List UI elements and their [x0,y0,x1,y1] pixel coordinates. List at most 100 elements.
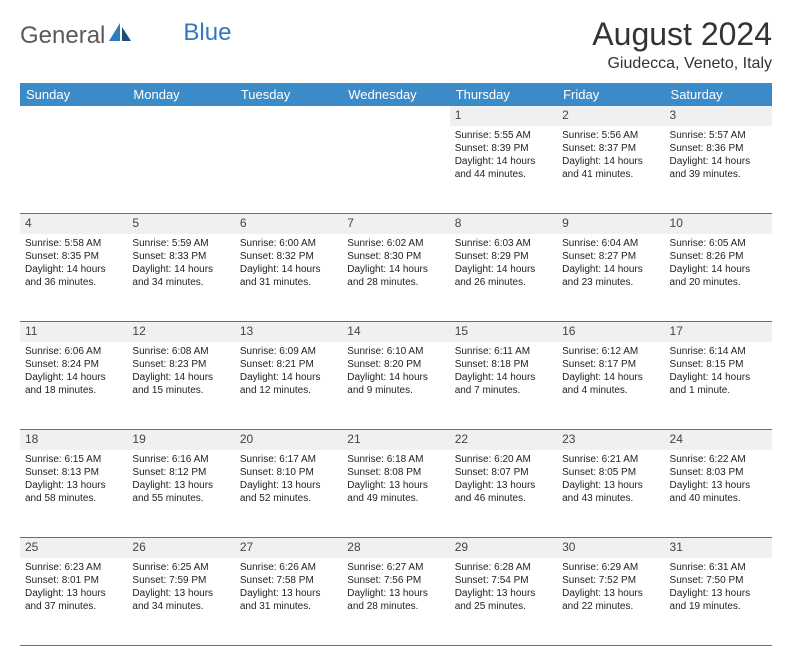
day-number-cell: 2 [557,106,664,126]
day-line: Sunset: 8:26 PM [670,250,767,263]
day-content-cell: Sunrise: 6:26 AMSunset: 7:58 PMDaylight:… [235,558,342,646]
day-line: Sunrise: 6:21 AM [562,453,659,466]
day-line: Sunrise: 6:26 AM [240,561,337,574]
day-content-cell: Sunrise: 6:03 AMSunset: 8:29 PMDaylight:… [450,234,557,322]
day-line: Sunrise: 5:55 AM [455,129,552,142]
weekday-header: Thursday [450,83,557,106]
weekday-header: Monday [127,83,234,106]
day-line: Daylight: 14 hours [562,155,659,168]
day-content-cell: Sunrise: 6:12 AMSunset: 8:17 PMDaylight:… [557,342,664,430]
day-number-cell: 8 [450,214,557,234]
day-number-cell: 21 [342,430,449,450]
day-content-row: Sunrise: 6:15 AMSunset: 8:13 PMDaylight:… [20,450,772,538]
day-line: and 46 minutes. [455,492,552,505]
day-line: Sunset: 8:12 PM [132,466,229,479]
day-line: Sunset: 8:18 PM [455,358,552,371]
day-content-cell: Sunrise: 6:14 AMSunset: 8:15 PMDaylight:… [665,342,772,430]
weekday-header: Wednesday [342,83,449,106]
day-line: Sunset: 8:13 PM [25,466,122,479]
day-number-cell: 28 [342,538,449,558]
day-number-cell: 23 [557,430,664,450]
day-line: Daylight: 14 hours [455,371,552,384]
day-number-row: 25262728293031 [20,538,772,558]
day-number-cell: 20 [235,430,342,450]
day-line: Sunset: 8:21 PM [240,358,337,371]
day-line: Sunset: 7:56 PM [347,574,444,587]
day-line: Sunrise: 6:05 AM [670,237,767,250]
day-number-cell [235,106,342,126]
day-line: Sunset: 7:54 PM [455,574,552,587]
day-line: and 49 minutes. [347,492,444,505]
day-line: and 41 minutes. [562,168,659,181]
day-line: Sunset: 8:03 PM [670,466,767,479]
day-line: Daylight: 13 hours [240,479,337,492]
day-line: Sunrise: 5:59 AM [132,237,229,250]
day-content-cell: Sunrise: 6:20 AMSunset: 8:07 PMDaylight:… [450,450,557,538]
day-content-cell: Sunrise: 5:59 AMSunset: 8:33 PMDaylight:… [127,234,234,322]
day-line: Sunrise: 6:14 AM [670,345,767,358]
day-line: Daylight: 14 hours [240,263,337,276]
calendar: SundayMondayTuesdayWednesdayThursdayFrid… [20,83,772,646]
day-content-cell [342,126,449,214]
day-line: Daylight: 14 hours [670,155,767,168]
day-line: Sunrise: 5:57 AM [670,129,767,142]
day-number-cell: 9 [557,214,664,234]
day-line: Sunrise: 6:31 AM [670,561,767,574]
day-line: Sunset: 8:36 PM [670,142,767,155]
day-line: Sunrise: 5:58 AM [25,237,122,250]
day-line: Daylight: 13 hours [25,479,122,492]
day-line: and 36 minutes. [25,276,122,289]
day-content-row: Sunrise: 6:06 AMSunset: 8:24 PMDaylight:… [20,342,772,430]
day-content-cell: Sunrise: 6:29 AMSunset: 7:52 PMDaylight:… [557,558,664,646]
day-number-cell: 4 [20,214,127,234]
day-number-cell: 25 [20,538,127,558]
day-line: Sunrise: 6:10 AM [347,345,444,358]
day-number-cell: 30 [557,538,664,558]
day-number-cell: 15 [450,322,557,342]
day-line: and 37 minutes. [25,600,122,613]
day-number-cell: 31 [665,538,772,558]
day-line: Sunset: 8:27 PM [562,250,659,263]
day-line: Daylight: 14 hours [25,371,122,384]
day-content-cell: Sunrise: 6:25 AMSunset: 7:59 PMDaylight:… [127,558,234,646]
day-line: Sunset: 8:39 PM [455,142,552,155]
day-line: Daylight: 14 hours [562,263,659,276]
day-line: Daylight: 13 hours [562,587,659,600]
day-line: and 26 minutes. [455,276,552,289]
day-number-cell: 5 [127,214,234,234]
day-line: Sunset: 8:08 PM [347,466,444,479]
day-line: Sunset: 7:59 PM [132,574,229,587]
day-content-cell: Sunrise: 5:55 AMSunset: 8:39 PMDaylight:… [450,126,557,214]
day-number-cell: 18 [20,430,127,450]
day-line: Daylight: 14 hours [347,371,444,384]
day-content-cell: Sunrise: 6:16 AMSunset: 8:12 PMDaylight:… [127,450,234,538]
day-line: Sunrise: 6:18 AM [347,453,444,466]
day-line: Sunrise: 6:11 AM [455,345,552,358]
day-number-cell: 6 [235,214,342,234]
day-line: Sunset: 8:01 PM [25,574,122,587]
day-line: Sunset: 7:50 PM [670,574,767,587]
day-content-cell: Sunrise: 6:11 AMSunset: 8:18 PMDaylight:… [450,342,557,430]
day-content-cell: Sunrise: 6:31 AMSunset: 7:50 PMDaylight:… [665,558,772,646]
day-line: and 31 minutes. [240,276,337,289]
day-line: and 4 minutes. [562,384,659,397]
day-line: and 34 minutes. [132,276,229,289]
weekday-header: Tuesday [235,83,342,106]
day-line: and 15 minutes. [132,384,229,397]
day-content-cell: Sunrise: 6:06 AMSunset: 8:24 PMDaylight:… [20,342,127,430]
day-line: Daylight: 13 hours [455,479,552,492]
day-line: and 43 minutes. [562,492,659,505]
day-line: Daylight: 13 hours [240,587,337,600]
day-line: Sunset: 8:10 PM [240,466,337,479]
day-content-cell: Sunrise: 6:22 AMSunset: 8:03 PMDaylight:… [665,450,772,538]
day-line: Sunset: 8:35 PM [25,250,122,263]
day-content-cell: Sunrise: 6:02 AMSunset: 8:30 PMDaylight:… [342,234,449,322]
day-content-row: Sunrise: 5:58 AMSunset: 8:35 PM Daylight:… [20,234,772,322]
day-number-row: 11121314151617 [20,322,772,342]
day-line: Daylight: 13 hours [455,587,552,600]
day-content-cell [127,126,234,214]
day-line: Sunrise: 6:06 AM [25,345,122,358]
day-number-cell: 11 [20,322,127,342]
day-number-cell: 16 [557,322,664,342]
day-content-cell [235,126,342,214]
